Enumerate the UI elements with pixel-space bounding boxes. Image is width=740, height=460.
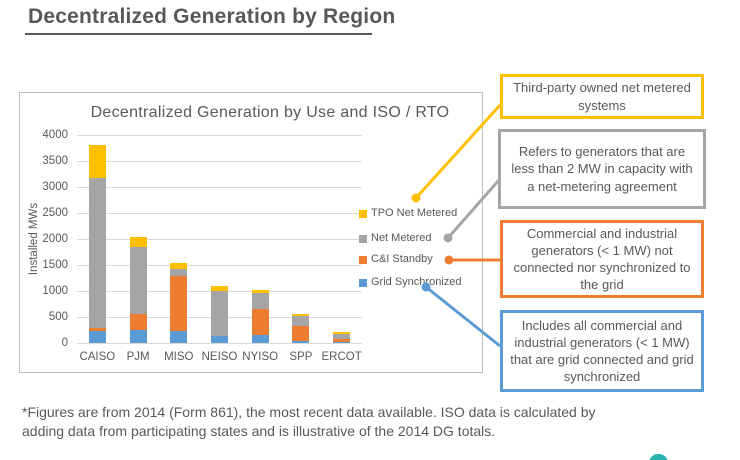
callout-ci-standby: Commercial and industrial generators (< … (500, 220, 704, 298)
title-underline (25, 33, 372, 35)
bar-segment-tpo-net-metered-caiso (88, 145, 106, 179)
bar-segment-grid-synchronized-ercot (333, 341, 351, 343)
x-tick-label-pjm: PJM (126, 351, 150, 363)
x-tick-label-miso: MISO (164, 351, 194, 363)
legend-swatch-c-i-standby (359, 256, 367, 264)
callout-net-metered-text: Refers to generators that are less than … (511, 144, 693, 194)
chart-title: Decentralized Generation by Use and ISO … (90, 104, 450, 121)
legend-swatch-grid-synchronized (359, 279, 367, 287)
bar-segment-net-metered-pjm (129, 247, 147, 315)
callout-ci-standby-text: Commercial and industrial generators (< … (513, 225, 691, 293)
bar-segment-net-metered-nyiso (251, 293, 269, 309)
page-title: Decentralized Generation by Region (28, 5, 396, 28)
legend-label-grid-synchronized: Grid Synchronized (371, 276, 462, 288)
bar-segment-net-metered-ercot (333, 334, 351, 339)
x-tick-label-neiso: NEISO (201, 351, 238, 363)
callout-grid-synchronized-text: Includes all commercial and industrial g… (510, 317, 694, 385)
gridline (77, 213, 362, 214)
gridline (77, 161, 362, 162)
bar-segment-tpo-net-metered-miso (170, 263, 188, 269)
gridline (77, 343, 362, 344)
bar-segment-c-i-standby-nyiso (251, 308, 269, 335)
bar-segment-c-i-standby-pjm (129, 314, 147, 330)
y-tick-label: 3500 (42, 154, 68, 167)
y-tick-label: 500 (48, 310, 68, 323)
bar-segment-net-metered-caiso (88, 178, 106, 329)
bar-segment-grid-synchronized-neiso (211, 336, 228, 343)
y-tick-label: 4000 (42, 128, 68, 141)
bar-segment-c-i-standby-miso (170, 276, 188, 332)
callout-grid-synchronized: Includes all commercial and industrial g… (500, 310, 704, 392)
bar-segment-grid-synchronized-nyiso (251, 334, 269, 343)
bar-segment-grid-synchronized-pjm (129, 330, 147, 343)
bar-segment-tpo-net-metered-pjm (129, 237, 147, 248)
legend-label-net-metered: Net Metered (371, 232, 432, 244)
bar-segment-grid-synchronized-caiso (88, 331, 106, 343)
gridline (77, 187, 362, 188)
legend-swatch-tpo-net-metered (359, 210, 367, 218)
y-tick-label: 0 (61, 336, 68, 349)
bar-segment-c-i-standby-spp (292, 325, 310, 342)
legend-label-tpo-net-metered: TPO Net Metered (371, 207, 458, 219)
bar-segment-net-metered-spp (292, 316, 310, 326)
legend-label-c-i-standby: C&I Standby (371, 253, 433, 265)
gridline (77, 135, 362, 136)
x-tick-label-spp: SPP (289, 351, 313, 363)
gridline (77, 239, 362, 240)
bar-segment-c-i-standby-caiso (88, 328, 106, 332)
x-tick-label-nyiso: NYISO (242, 351, 279, 363)
bar-segment-tpo-net-metered-spp (292, 314, 310, 317)
x-tick-label-ercot: ERCOT (321, 351, 362, 363)
logo-fragment (649, 454, 668, 460)
bar-segment-grid-synchronized-miso (170, 331, 188, 343)
footnote-line-1: *Figures are from 2014 (Form 861), the m… (22, 404, 596, 420)
y-tick-label: 2500 (42, 206, 68, 219)
bar-segment-c-i-standby-ercot (333, 338, 351, 342)
x-tick-label-caiso: CAISO (79, 351, 116, 363)
bar-segment-net-metered-neiso (211, 291, 228, 337)
callout-net-metered: Refers to generators that are less than … (498, 129, 706, 209)
chart-container: Decentralized Generation by Use and ISO … (19, 92, 483, 373)
y-tick-label: 2000 (42, 232, 68, 245)
callout-tpo-text: Third-party owned net metered systems (513, 80, 691, 113)
bar-segment-tpo-net-metered-ercot (333, 332, 351, 335)
y-tick-label: 1500 (42, 258, 68, 271)
bar-segment-grid-synchronized-spp (292, 341, 310, 343)
gridline (77, 265, 362, 266)
y-tick-label: 3000 (42, 180, 68, 193)
bar-segment-tpo-net-metered-nyiso (251, 289, 269, 294)
y-tick-label: 1000 (42, 284, 68, 297)
bar-segment-tpo-net-metered-neiso (211, 286, 228, 291)
callout-tpo-net-metered: Third-party owned net metered systems (500, 74, 704, 119)
footnote-line-2: adding data from participating states an… (22, 423, 496, 439)
bar-segment-net-metered-miso (170, 268, 188, 277)
legend-swatch-net-metered (359, 235, 367, 243)
